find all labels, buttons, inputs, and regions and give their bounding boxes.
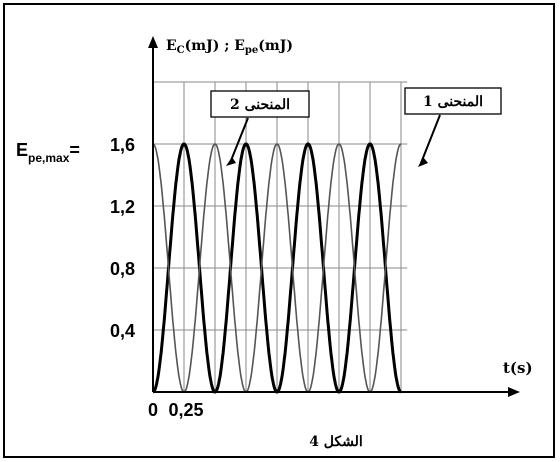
curve2-pointer [229, 117, 249, 164]
curve2-arrowhead-icon [226, 157, 236, 166]
x-tick-label: 0,25 [168, 400, 203, 420]
y-axis-label: EC(mJ) ; Epe(mJ) [166, 38, 293, 56]
grid [153, 81, 408, 392]
y-tick-label: 1,6 [110, 135, 135, 155]
curve1-label-box [404, 87, 502, 115]
figure-frame [3, 3, 555, 458]
figure-caption: الشكل 4 [309, 434, 363, 450]
emax-label: Epe,max= [16, 140, 80, 165]
y-tick-labels: 0,4 0,8 1,2 1,6 [110, 135, 135, 341]
curve2-label-box [210, 90, 310, 118]
x-axis-arrow-icon [508, 387, 520, 397]
curve1-arrowhead-icon [418, 157, 428, 167]
curve2-label: المنحنى 2 [230, 97, 290, 113]
curve1-annotation: المنحنى 1 [404, 87, 502, 167]
x-tick-labels: 0 0,25 [148, 400, 204, 420]
curve2-annotation: المنحنى 2 [210, 90, 310, 166]
axes [148, 36, 520, 397]
curve1-pointer [420, 114, 441, 164]
y-axis-arrow-icon [148, 36, 158, 48]
y-tick-label: 1,2 [110, 197, 135, 217]
y-tick-label: 0,4 [110, 321, 135, 341]
x-tick-label: 0 [148, 400, 158, 420]
x-axis-label: t(s) [503, 359, 533, 377]
y-tick-label: 0,8 [110, 259, 135, 279]
curve-2-line [152, 143, 402, 393]
curve1-label: المنحنى 1 [423, 94, 483, 110]
